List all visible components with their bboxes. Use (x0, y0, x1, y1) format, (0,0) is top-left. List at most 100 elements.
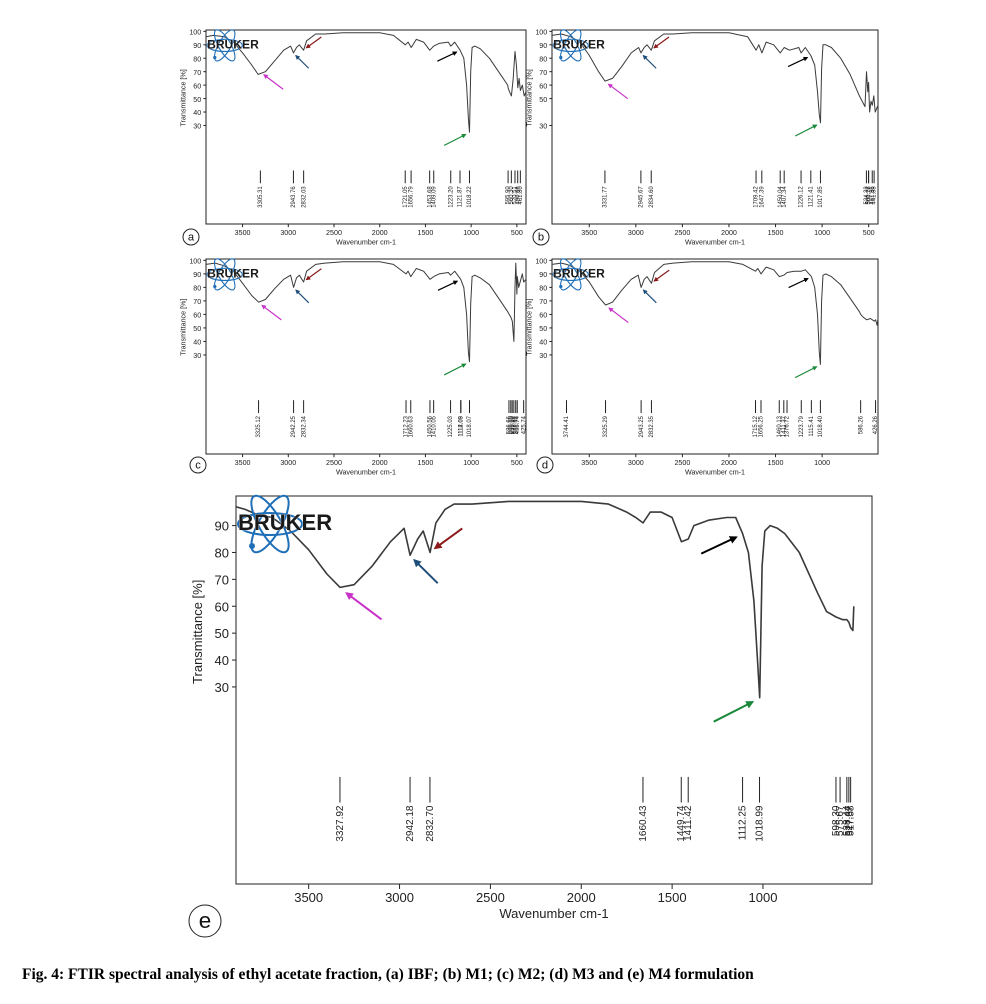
logo-orbit (250, 494, 290, 554)
y-axis-label: Transmittance [%] (526, 69, 534, 126)
x-tick-label: 1500 (658, 890, 687, 905)
y-tick-label: 100 (535, 29, 547, 37)
panel-letter-circle (182, 228, 200, 246)
panel-letter-circle (189, 456, 207, 474)
peak-label: 1721.05 (403, 186, 409, 208)
y-tick-label: 80 (539, 285, 547, 293)
peak-label: 598.30 (831, 805, 842, 836)
peak-arrows (607, 36, 818, 137)
y-tick-label: 50 (539, 96, 547, 104)
peak-arrow (305, 36, 322, 49)
peak-label: 2945.67 (639, 186, 645, 207)
y-tick-label: 90 (193, 42, 201, 50)
ftir-panel-b: 30 50 60 70 80 90 100 3500 3000 2500 2000 1500 1000 5… (526, 29, 879, 247)
peak-label: 1121.87 (458, 186, 464, 207)
y-tick-label: 90 (193, 271, 201, 279)
logo-orbit (213, 258, 236, 291)
logo-orbit (237, 512, 303, 536)
peak-label: 1656.79 (409, 186, 415, 208)
peak-label: 1450.56 (428, 415, 434, 437)
peak-labels: 3305.31 2943.76 2832.03 1721.05 1656.79 1453.… (258, 170, 524, 208)
logo-orbit (559, 29, 582, 62)
spectrum-line (205, 261, 527, 363)
peak-label: 3744.41 (564, 415, 570, 437)
x-tick-label: 2500 (674, 459, 690, 467)
x-axis-label: Wavenumber cm-1 (336, 239, 396, 247)
peak-label: 1376.72 (785, 416, 791, 437)
y-tick-label: 90 (215, 519, 229, 534)
peak-label: 1411.42 (683, 805, 694, 841)
peak-arrow (295, 54, 310, 69)
y-tick-label: 80 (193, 55, 201, 63)
y-tick-label: 50 (215, 626, 229, 641)
y-tick-label: 70 (193, 298, 201, 306)
peak-label: 550.90 (510, 415, 516, 434)
spectrum-line (551, 32, 879, 124)
panel-letter: d (542, 460, 548, 472)
y-tick-label: 50 (193, 96, 201, 104)
peak-label: 586.66 (507, 415, 513, 434)
logo-electron (559, 55, 563, 60)
y-axis-label: Transmittance [%] (190, 580, 205, 684)
peak-arrow (653, 36, 670, 49)
logo-orbit (213, 29, 236, 62)
peak-label: 1018.07 (467, 416, 473, 437)
x-tick-label: 1000 (814, 459, 830, 467)
x-tick-label: 2000 (372, 229, 388, 237)
peak-label: 1018.99 (755, 805, 766, 842)
peak-labels: 3744.41 3325.29 2943.25 2832.35 1715.12 1656.… (564, 400, 879, 438)
y-tick-label: 60 (539, 82, 547, 90)
y-axis-label: Transmittance [%] (180, 299, 188, 356)
y-tick-label: 100 (189, 258, 201, 266)
x-axis-label: Wavenumber cm-1 (499, 906, 608, 921)
peak-label: 3305.31 (258, 186, 264, 208)
y-tick-label: 50 (193, 325, 201, 333)
x-axis-label: Wavenumber cm-1 (685, 239, 745, 247)
peak-label: 1449.74 (676, 805, 687, 842)
y-tick-label: 30 (215, 680, 229, 695)
peak-label: 1647.39 (759, 186, 765, 208)
peak-label: 461.86 (870, 186, 876, 205)
x-tick-label: 2000 (721, 229, 737, 237)
y-tick-label: 40 (193, 339, 201, 347)
peak-arrows (263, 36, 467, 146)
peak-arrow (437, 280, 459, 291)
plot-frame (551, 29, 879, 225)
y-tick-label: 100 (189, 29, 201, 37)
peak-arrow (443, 363, 467, 376)
plot-frame (205, 258, 527, 455)
logo-text: BRUKER (238, 510, 332, 535)
x-tick-label: 500 (511, 459, 523, 467)
peak-label: 2943.25 (639, 415, 645, 437)
peak-label: 1409.09 (431, 186, 437, 208)
peak-label: 586.26 (858, 415, 864, 434)
peak-arrow (794, 124, 818, 137)
peak-arrow (295, 289, 310, 304)
logo-electron (213, 55, 217, 60)
peak-label: 461.80 (518, 186, 524, 205)
peak-label: 2832.03 (301, 186, 307, 208)
peak-label: 1223.20 (448, 186, 454, 208)
peak-label: 1450.04 (778, 186, 784, 208)
y-tick-label: 60 (539, 312, 547, 320)
logo-electron (249, 543, 255, 549)
y-tick-label: 60 (193, 312, 201, 320)
x-tick-label: 2000 (372, 459, 388, 467)
x-tick-label: 3500 (235, 459, 251, 467)
y-axis-label: Transmittance [%] (526, 299, 534, 356)
peak-label: 3331.77 (603, 186, 609, 207)
peak-label: 426.26 (873, 415, 879, 434)
peak-labels: 3327.92 2942.18 2832.70 1660.43 1449.741411.… (335, 776, 857, 842)
peak-label: 2832.35 (649, 415, 655, 437)
bruker-logo: BRUKER (206, 29, 259, 62)
y-tick-label: 50 (539, 325, 547, 333)
peak-label: 1715.12 (753, 416, 759, 437)
peak-label: 1453.68 (427, 186, 433, 208)
peak-label: 2832.34 (301, 415, 307, 437)
x-tick-label: 3500 (581, 459, 597, 467)
peak-label: 1460.13 (777, 415, 783, 437)
y-tick-label: 80 (215, 545, 229, 560)
y-tick-label: 30 (193, 123, 201, 131)
x-tick-label: 1000 (463, 229, 479, 237)
ftir-panel-d: 30 40 50 60 70 80 90 100 3500 3000 2500 2000 1500 100… (526, 258, 880, 477)
